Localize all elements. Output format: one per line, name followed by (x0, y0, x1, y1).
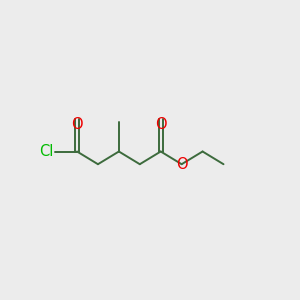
Text: O: O (155, 117, 167, 132)
Text: O: O (176, 157, 188, 172)
Text: Cl: Cl (39, 144, 54, 159)
Text: O: O (71, 117, 83, 132)
